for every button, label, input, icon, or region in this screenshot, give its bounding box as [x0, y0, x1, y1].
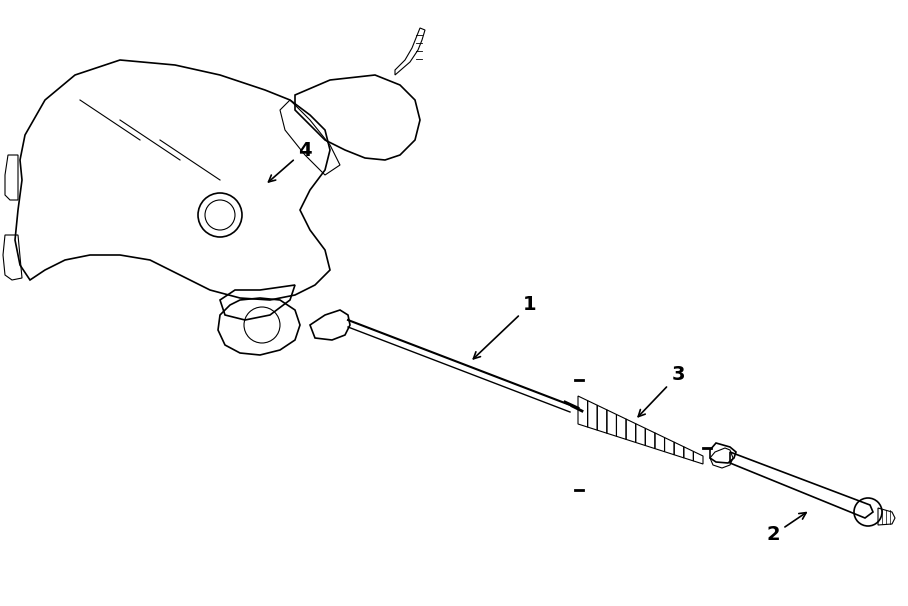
Text: 2: 2: [766, 513, 806, 545]
Text: 4: 4: [269, 141, 311, 182]
Text: 1: 1: [473, 296, 537, 359]
Text: 3: 3: [638, 365, 685, 417]
